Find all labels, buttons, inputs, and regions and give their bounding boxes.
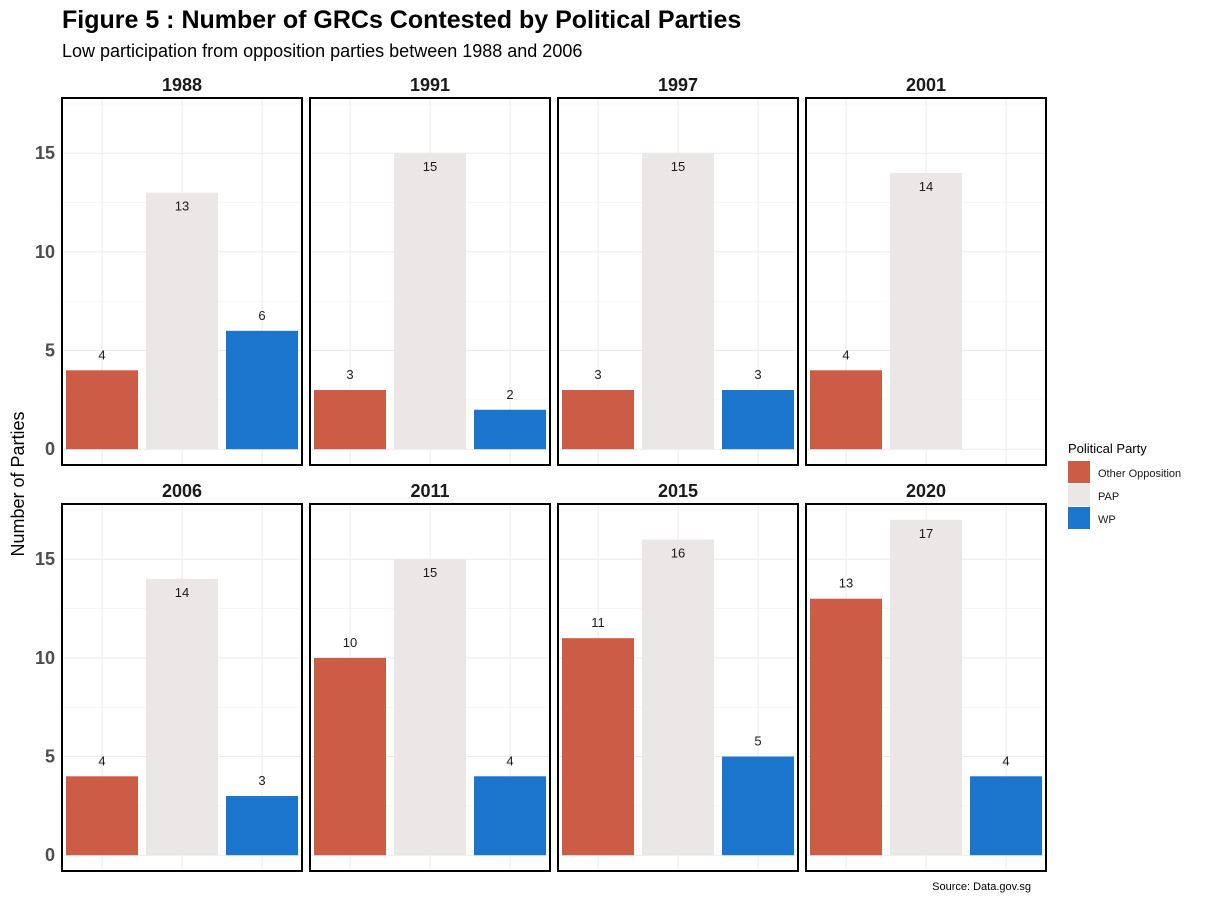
legend-title: Political Party [1068,441,1147,456]
chart-subtitle: Low participation from opposition partie… [62,41,582,61]
bar-pap [146,192,218,450]
data-label: 3 [258,773,265,788]
data-label: 13 [175,199,189,214]
bar-other-opposition [314,657,386,856]
data-label: 17 [919,526,933,541]
data-label: 11 [591,615,605,630]
facet-label: 2011 [410,481,449,501]
y-tick-label: 0 [45,439,55,459]
bar-other-opposition [810,598,882,856]
panel-border [805,503,1047,872]
data-label: 4 [98,347,105,362]
facet-label: 2015 [658,481,698,501]
bar-other-opposition [810,370,882,450]
panel-border [805,97,1047,466]
data-label: 15 [671,159,685,174]
legend-item-other-opposition: Other Opposition [1068,461,1181,483]
bar-wp [226,330,298,450]
y-tick-label: 15 [35,549,55,569]
bar-pap [890,519,962,856]
facet-panel-1997: 1997 3 15 3 [557,75,799,466]
legend-item-pap: PAP [1068,484,1119,506]
facet-panel-2006: 2006 4 14 3 0 5 10 15 [35,481,303,872]
bar-wp [474,776,546,856]
bar-wp [722,756,794,856]
y-tick-label: 5 [45,747,55,767]
bar-wp [722,390,794,450]
data-label: 4 [1002,753,1009,768]
bar-pap [642,539,714,856]
facet-panel-2015: 2015 11 16 5 [557,481,799,872]
bar-pap [146,578,218,856]
data-label: 3 [346,367,353,382]
bar-other-opposition [66,776,138,856]
y-tick-label: 5 [45,341,55,361]
data-label: 3 [754,367,761,382]
bar-pap [394,153,466,450]
legend-swatch [1068,484,1090,506]
data-label: 4 [506,753,513,768]
panel-border [309,97,551,466]
facet-label: 2020 [906,481,946,501]
facet-panel-2001: 2001 4 14 [805,75,1047,466]
data-label: 13 [839,576,853,591]
source-caption: Source: Data.gov.sg [932,881,1031,893]
bar-pap [642,153,714,450]
data-label: 4 [98,753,105,768]
y-tick-label: 15 [35,143,55,163]
bar-other-opposition [562,390,634,450]
data-label: 15 [423,159,437,174]
data-label: 4 [842,347,849,362]
y-tick-label: 10 [35,648,55,668]
facet-label: 1988 [162,75,202,95]
data-label: 6 [258,308,265,323]
legend-item-wp: WP [1068,507,1116,529]
data-label: 15 [423,565,437,580]
data-label: 16 [671,546,685,561]
bar-pap [394,559,466,856]
bar-wp [970,776,1042,856]
facet-label: 1991 [410,75,450,95]
facet-panel-1988: 1988 4 13 6 0 5 10 15 [35,75,303,466]
facet-panels: 1988413605101519913152199731532001414200… [35,75,1047,872]
facet-panel-2020: 2020 13 17 4 [805,481,1047,872]
data-label: 10 [343,635,357,650]
facet-label: 2001 [906,75,946,95]
y-axis-label: Number of Parties [8,411,28,556]
bar-pap [890,172,962,450]
y-tick-label: 10 [35,242,55,262]
chart-title: Figure 5 : Number of GRCs Contested by P… [62,6,741,34]
data-label: 2 [506,387,513,402]
panel-border [557,503,799,872]
legend-swatch [1068,461,1090,483]
data-label: 14 [175,585,189,600]
bar-other-opposition [562,638,634,856]
facet-label: 2006 [162,481,202,501]
y-tick-label: 0 [45,845,55,865]
bar-other-opposition [314,390,386,450]
panel-border [309,503,551,872]
facet-panel-1991: 1991 3 15 2 [309,75,551,466]
facet-panel-2011: 2011 10 15 4 [309,481,551,872]
bar-wp [226,796,298,856]
panel-border [61,97,303,466]
bar-wp [474,409,546,450]
data-label: 5 [754,734,761,749]
legend: Political Party Other Opposition PAP WP [1068,441,1181,529]
bar-other-opposition [66,370,138,450]
panel-border [557,97,799,466]
legend-label: WP [1098,514,1116,526]
legend-label: PAP [1098,491,1119,503]
data-label: 14 [919,179,933,194]
legend-swatch [1068,507,1090,529]
panel-border [61,503,303,872]
legend-label: Other Opposition [1098,468,1181,480]
facet-label: 1997 [658,75,698,95]
data-label: 3 [594,367,601,382]
